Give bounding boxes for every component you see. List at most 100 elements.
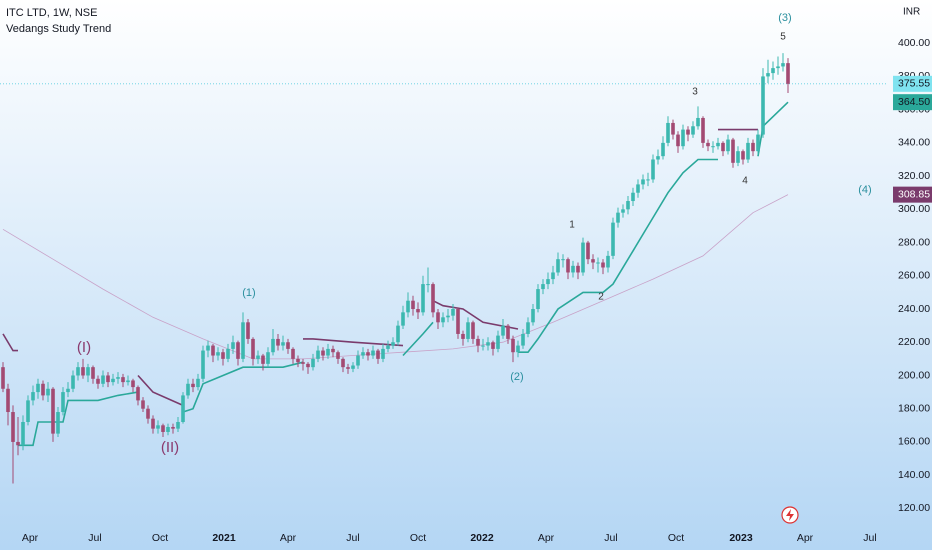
x-tick-label: Jul [604,532,617,544]
candle-body [656,156,660,160]
candle-body [396,325,400,343]
candle-body [736,151,740,163]
candle-body [661,142,665,157]
candle-body [191,383,195,388]
candle-body [251,338,255,359]
plot-area: (3) 5 3 1 2 (1) (2) (I) (II) 4 (4) [0,12,888,484]
indicator-line [432,299,519,330]
wave-label: 2 [598,292,604,303]
candle-body [166,426,170,432]
candle-body [616,212,620,223]
x-tick-label: Oct [668,532,684,544]
wave-label: 1 [569,220,575,231]
candle-body [706,142,710,147]
candle-body [26,400,30,422]
candle-body [441,317,445,323]
y-tick-label: 400.00 [898,37,930,49]
candle-body [246,322,250,339]
candle-body [151,418,155,429]
alert-icon[interactable] [781,506,799,524]
candle-body [96,378,100,384]
candle-body [221,352,225,359]
candle-body [326,348,330,356]
candle-body [641,179,645,185]
candle-body [601,262,605,268]
candle-body [716,142,720,147]
candle-body [486,342,490,346]
candle-body [226,348,230,359]
candle-body [201,350,205,379]
candle-body [781,63,785,67]
candle-body [631,192,635,202]
y-tick-label: 160.00 [898,436,930,448]
candle-body [86,367,90,376]
candle-body [726,139,730,152]
candle-body [111,378,115,383]
price-label-box [893,75,932,92]
candle-body [101,375,105,384]
candle-body [746,142,750,160]
candle-body [281,342,285,346]
candle-body [176,421,180,429]
candle-body [771,68,775,74]
candle-body [371,350,375,356]
candle-body [51,388,55,434]
y-tick-label: 140.00 [898,469,930,481]
y-tick-label: 340.00 [898,137,930,149]
candle-body [216,352,220,356]
candle-body [691,126,695,135]
candle-body [331,348,335,353]
candle-body [351,365,355,369]
price-label: 308.85 [898,188,930,200]
candle-body [586,242,590,260]
candle-body [756,134,760,152]
indicator-line [402,321,434,357]
candle-body [301,362,305,364]
candle-body [786,63,790,84]
candle-body [306,363,310,368]
candle-body [571,265,575,273]
candle-body [121,377,125,383]
price-label-box [893,94,932,111]
candle-body [531,309,535,323]
candle-body [131,380,135,388]
indicator-line [18,391,139,447]
candle-body [496,335,500,349]
candle-body [171,426,175,429]
wave-label: (3) [778,12,791,24]
candle-body [566,259,570,273]
indicator-name: Vedangs Study Trend [6,23,111,35]
candle-body [596,262,600,264]
wave-label: (2) [510,371,523,383]
x-tick-label: Oct [410,532,426,544]
wave-label: 4 [742,176,748,187]
candle-body [116,377,120,379]
candle-body [456,309,460,334]
indicator-line [137,374,184,407]
y-tick-label: 280.00 [898,236,930,248]
candle-body [471,322,475,339]
candle-body [146,408,150,419]
candle-body [11,412,15,442]
candle-body [611,222,615,256]
x-tick-label: Oct [152,532,168,544]
candle-body [76,367,80,376]
candle-body [211,345,215,356]
candle-body [511,338,515,353]
candle-body [231,342,235,349]
wave-label: (4) [858,184,871,196]
x-tick-label: Apr [280,532,297,544]
currency: INR [903,7,920,18]
candle-body [16,441,20,446]
y-tick-label: 320.00 [898,170,930,182]
candle-body [761,76,765,135]
candle-body [461,333,465,339]
candle-body [366,352,370,356]
candle-body [286,342,290,349]
y-tick-label: 200.00 [898,369,930,381]
candle-body [406,300,410,313]
candle-body [291,348,295,359]
candle-body [6,388,10,413]
candle-body [401,312,405,326]
candle-body [516,345,520,353]
